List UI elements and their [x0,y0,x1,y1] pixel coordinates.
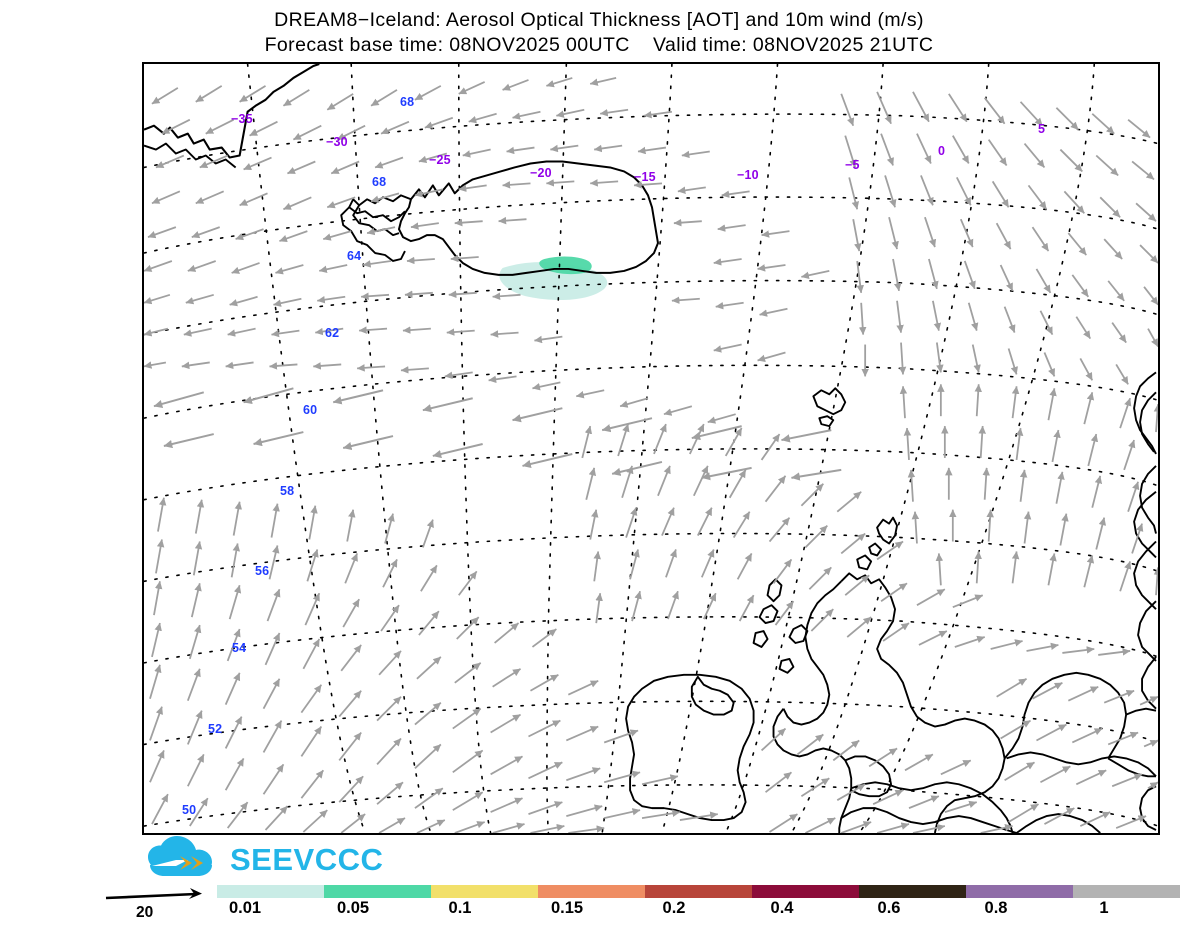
lon-label: −25 [429,153,451,167]
colorbar-band [538,885,645,898]
colorbar-tick: 0.6 [877,899,901,917]
colorbar-band [966,885,1073,898]
colorbar-band [859,885,966,898]
lon-label: −5 [845,158,860,172]
colorbar-tick: 0.4 [770,899,794,917]
lon-label: −15 [634,170,656,184]
lat-label: 68 [400,95,415,109]
lat-label: 58 [280,484,295,498]
colorbar-tick: 0.05 [336,899,370,917]
colorbar-tick: 0.2 [662,899,686,917]
colorbar-tick: 0.8 [984,899,1008,917]
logo-text: SEEVCCC [230,842,384,877]
wind-vector-layer [144,77,1158,833]
chart-title-line1: DREAM8−Iceland: Aerosol Optical Thicknes… [274,9,924,31]
colorbar-tick: 0.01 [228,899,262,917]
colorbar-band [324,885,431,898]
colorbar-tick-labels: 0.01 0.05 0.1 0.15 0.2 0.4 0.6 0.8 1 [217,899,1180,921]
lon-label: −30 [326,135,348,149]
lon-label: −35 [231,112,253,126]
colorbar-band [645,885,752,898]
wind-scale-value: 20 [136,904,154,921]
chart-title-block: DREAM8−Iceland: Aerosol Optical Thicknes… [0,8,1198,58]
lat-label: 50 [182,803,197,817]
lon-label: 0 [938,144,946,158]
lat-label: 56 [255,564,270,578]
seevccc-logo: SEEVCCC [146,836,386,880]
colorbar-band [1073,885,1180,898]
graticule-meridians [246,64,1096,833]
aot-plume-layer [499,256,608,301]
chart-title-line2: Forecast base time: 08NOV2025 00UTC Vali… [264,34,934,56]
wind-arrow-icon [105,888,202,900]
lon-label: 5 [1038,122,1046,136]
colorbar-band [431,885,538,898]
lat-label: 64 [347,249,362,263]
colorbar-tick: 1 [1099,899,1109,917]
lat-label: 54 [232,641,247,655]
arrow-chevron-icon [180,856,192,870]
colorbar-tick: 0.15 [550,899,584,917]
colorbar-band [217,885,324,898]
cloud-icon [148,836,212,876]
colorbar-band [752,885,859,898]
lat-label: 60 [303,403,318,417]
graticule-parallels [144,113,1158,827]
lat-label: 68 [372,175,387,189]
colorbar-tick: 0.1 [448,899,472,917]
lon-label: −20 [530,166,552,180]
map-panel[interactable]: 68 68 64 62 60 58 56 54 52 50 −35 −30 −2… [142,62,1160,835]
map-canvas [144,64,1158,833]
wind-reference-vector: 20 [104,888,208,924]
aot-colorbar[interactable] [217,885,1180,898]
lat-label: 52 [208,722,223,736]
lon-label: −10 [737,168,759,182]
lat-label: 62 [325,326,340,340]
